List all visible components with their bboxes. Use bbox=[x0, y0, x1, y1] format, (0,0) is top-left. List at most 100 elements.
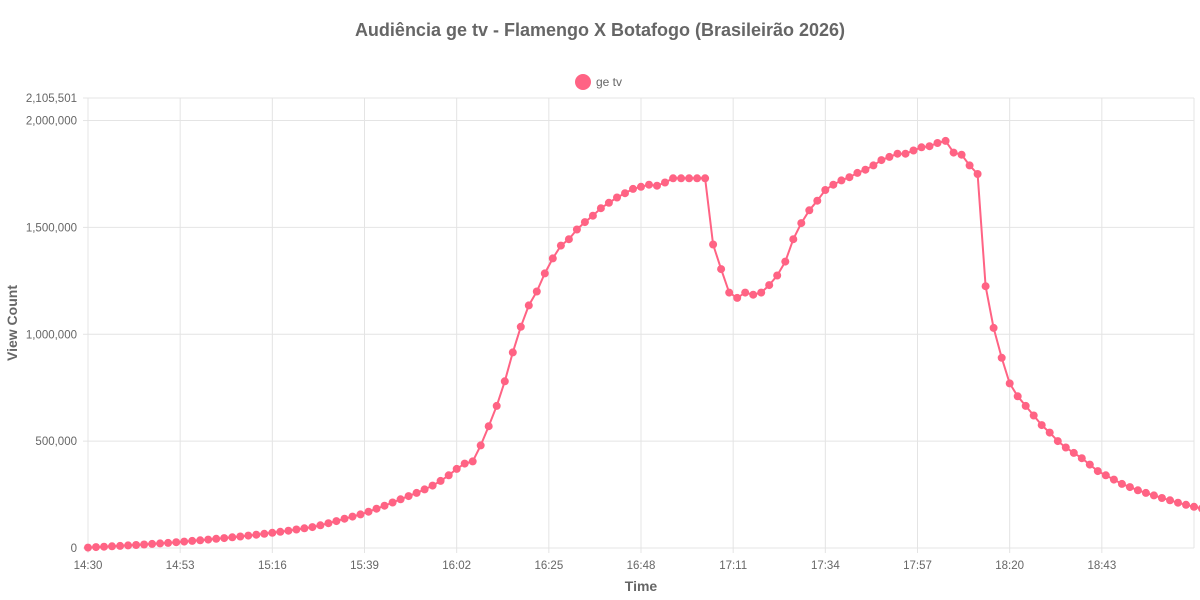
data-point[interactable] bbox=[484, 422, 493, 431]
data-point[interactable] bbox=[1190, 502, 1198, 511]
data-point[interactable] bbox=[524, 301, 533, 310]
data-point[interactable] bbox=[901, 149, 910, 158]
data-point[interactable] bbox=[1141, 488, 1150, 497]
data-point[interactable] bbox=[773, 271, 782, 280]
data-point[interactable] bbox=[564, 235, 573, 244]
data-point[interactable] bbox=[829, 180, 838, 189]
data-point[interactable] bbox=[725, 288, 734, 297]
data-point[interactable] bbox=[340, 514, 349, 523]
data-point[interactable] bbox=[781, 257, 790, 266]
data-point[interactable] bbox=[653, 181, 661, 190]
data-point[interactable] bbox=[709, 240, 718, 249]
data-point[interactable] bbox=[492, 401, 501, 410]
data-point[interactable] bbox=[677, 174, 686, 183]
data-point[interactable] bbox=[1157, 494, 1166, 502]
data-point[interactable] bbox=[1021, 401, 1030, 410]
data-point[interactable] bbox=[1174, 498, 1182, 507]
data-point[interactable] bbox=[460, 459, 469, 468]
data-point[interactable] bbox=[693, 174, 702, 183]
data-point[interactable] bbox=[500, 377, 509, 386]
data-point[interactable] bbox=[909, 146, 918, 155]
data-point[interactable] bbox=[805, 206, 814, 215]
data-point[interactable] bbox=[284, 526, 293, 535]
data-point[interactable] bbox=[885, 152, 894, 161]
data-point[interactable] bbox=[556, 241, 565, 250]
data-point[interactable] bbox=[997, 353, 1006, 362]
data-point[interactable] bbox=[244, 531, 253, 540]
data-point[interactable] bbox=[516, 322, 525, 331]
data-point[interactable] bbox=[797, 219, 806, 228]
data-point[interactable] bbox=[1029, 411, 1038, 420]
data-point[interactable] bbox=[749, 290, 758, 299]
data-point[interactable] bbox=[92, 543, 100, 552]
data-point[interactable] bbox=[116, 541, 125, 550]
data-point[interactable] bbox=[252, 530, 261, 539]
data-point[interactable] bbox=[1133, 486, 1142, 495]
data-point[interactable] bbox=[1077, 454, 1086, 463]
data-point[interactable] bbox=[204, 535, 213, 544]
data-point[interactable] bbox=[276, 527, 285, 536]
data-point[interactable] bbox=[917, 143, 926, 152]
data-point[interactable] bbox=[108, 542, 116, 551]
data-point[interactable] bbox=[637, 182, 645, 191]
data-point[interactable] bbox=[1125, 483, 1134, 492]
data-point[interactable] bbox=[1005, 379, 1014, 388]
data-point[interactable] bbox=[989, 323, 998, 332]
data-point[interactable] bbox=[933, 139, 942, 147]
data-point[interactable] bbox=[701, 174, 710, 183]
data-point[interactable] bbox=[220, 534, 229, 543]
data-point[interactable] bbox=[236, 532, 245, 541]
data-point[interactable] bbox=[837, 176, 846, 185]
data-point[interactable] bbox=[292, 525, 301, 534]
data-point[interactable] bbox=[613, 193, 621, 202]
data-point[interactable] bbox=[124, 541, 133, 550]
data-point[interactable] bbox=[925, 142, 934, 151]
data-point[interactable] bbox=[468, 457, 477, 466]
data-point[interactable] bbox=[1093, 467, 1102, 476]
data-point[interactable] bbox=[404, 492, 413, 501]
data-point[interactable] bbox=[316, 521, 325, 530]
data-point[interactable] bbox=[356, 510, 365, 519]
data-point[interactable] bbox=[645, 180, 653, 189]
data-point[interactable] bbox=[861, 165, 870, 174]
data-point[interactable] bbox=[604, 198, 613, 207]
data-point[interactable] bbox=[813, 196, 822, 205]
data-point[interactable] bbox=[588, 211, 597, 220]
data-point[interactable] bbox=[196, 536, 205, 545]
data-point[interactable] bbox=[300, 524, 309, 533]
data-point[interactable] bbox=[140, 540, 149, 549]
data-point[interactable] bbox=[629, 184, 637, 193]
data-point[interactable] bbox=[412, 488, 421, 497]
data-point[interactable] bbox=[436, 476, 445, 485]
data-point[interactable] bbox=[1013, 392, 1022, 401]
data-point[interactable] bbox=[1069, 448, 1078, 457]
data-point[interactable] bbox=[869, 161, 878, 170]
data-point[interactable] bbox=[380, 501, 389, 510]
data-point[interactable] bbox=[1053, 437, 1062, 446]
data-point[interactable] bbox=[669, 174, 678, 183]
data-point[interactable] bbox=[188, 536, 197, 545]
data-point[interactable] bbox=[1182, 500, 1190, 509]
data-point[interactable] bbox=[621, 189, 629, 198]
data-point[interactable] bbox=[572, 225, 581, 234]
data-point[interactable] bbox=[84, 543, 92, 552]
data-point[interactable] bbox=[893, 149, 902, 158]
data-point[interactable] bbox=[180, 537, 189, 546]
data-point[interactable] bbox=[1037, 421, 1046, 430]
data-point[interactable] bbox=[821, 186, 830, 194]
data-point[interactable] bbox=[148, 539, 157, 548]
data-point[interactable] bbox=[132, 541, 141, 549]
data-point[interactable] bbox=[268, 528, 277, 537]
data-point[interactable] bbox=[444, 471, 453, 480]
data-point[interactable] bbox=[965, 161, 974, 170]
data-point[interactable] bbox=[981, 282, 990, 291]
data-point[interactable] bbox=[580, 218, 589, 227]
data-point[interactable] bbox=[308, 523, 317, 532]
data-point[interactable] bbox=[100, 542, 108, 551]
data-point[interactable] bbox=[685, 174, 694, 183]
data-point[interactable] bbox=[1085, 460, 1094, 469]
data-point[interactable] bbox=[324, 519, 333, 528]
data-point[interactable] bbox=[765, 281, 774, 290]
data-point[interactable] bbox=[212, 534, 221, 543]
data-point[interactable] bbox=[717, 265, 726, 274]
